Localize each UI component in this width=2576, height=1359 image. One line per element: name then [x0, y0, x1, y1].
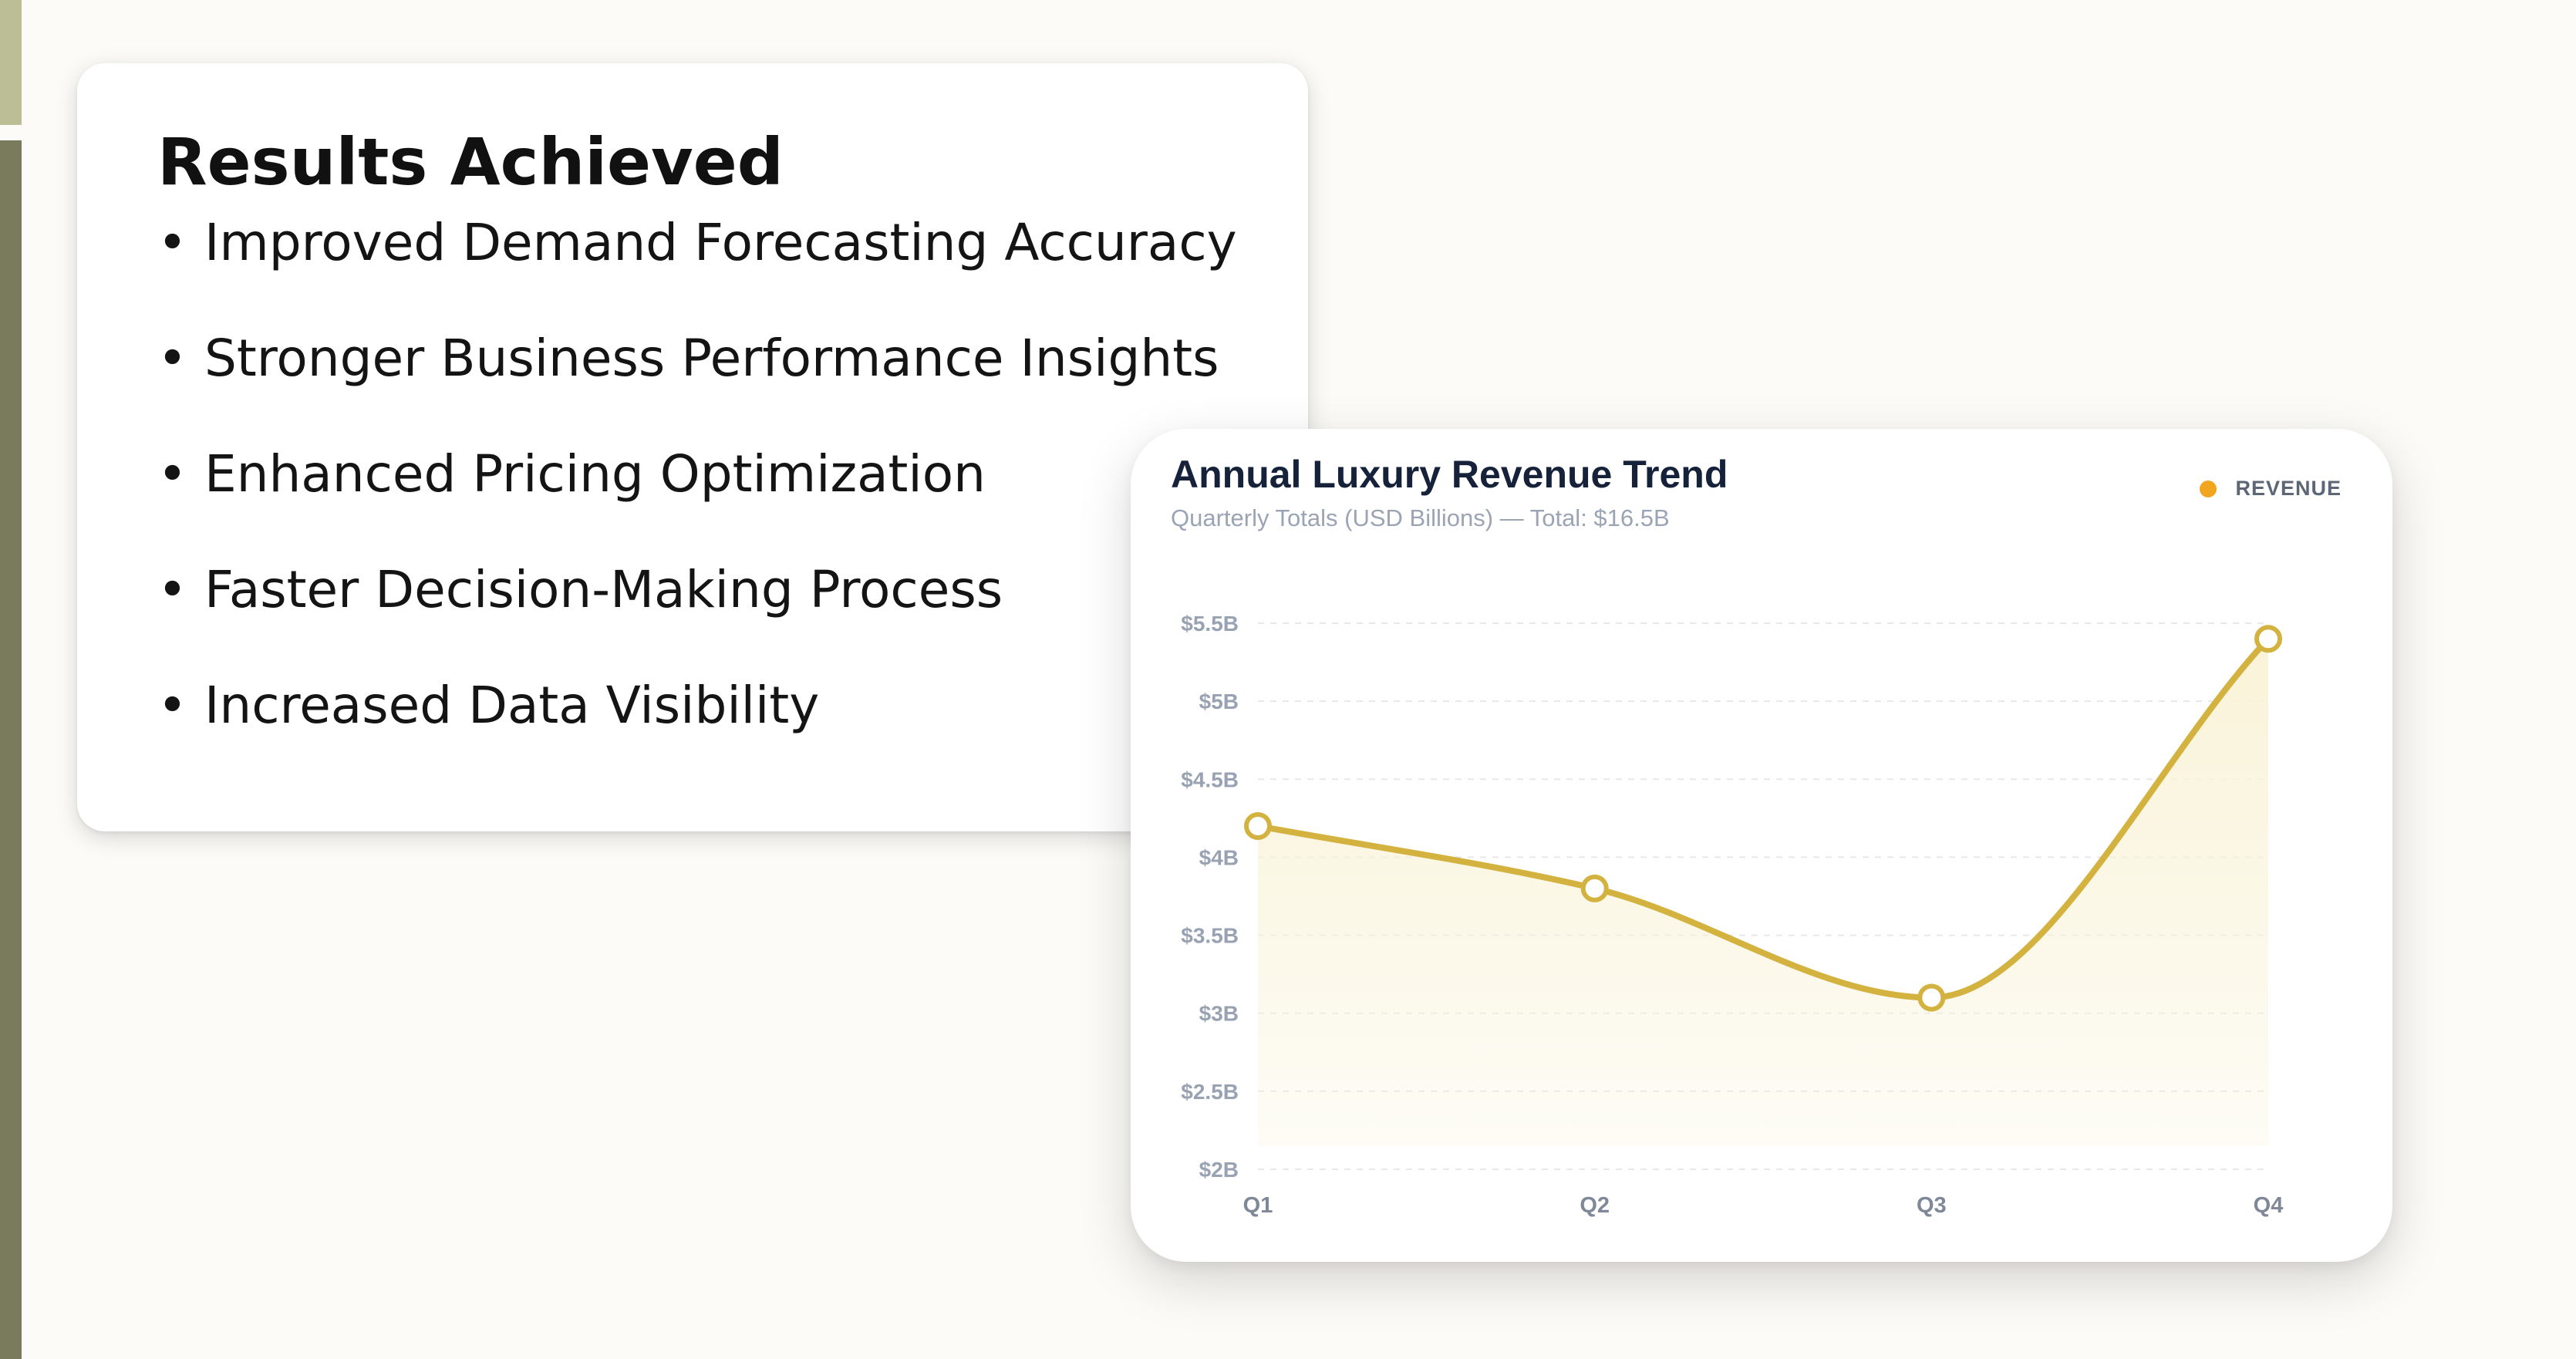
legend-dot-icon [2200, 480, 2217, 497]
data-point [2254, 625, 2282, 653]
y-tick-label: $5B [1199, 690, 1239, 713]
legend-label: REVENUE [2235, 477, 2342, 500]
list-item: • Stronger Business Performance Insights [157, 332, 1308, 447]
chart-subtitle: Quarterly Totals (USD Billions) — Total:… [1171, 504, 1670, 531]
x-tick-label: Q1 [1243, 1193, 1273, 1218]
list-item: • Faster Decision-Making Process [157, 563, 1308, 679]
x-tick-label: Q4 [2254, 1193, 2284, 1218]
y-tick-label: $4B [1199, 845, 1239, 869]
bullet-glyph: • [157, 560, 187, 620]
list-item: • Increased Data Visibility [157, 679, 1308, 794]
y-tick-label: $4.5B [1181, 767, 1239, 791]
accent-top-strip [0, 0, 22, 125]
data-point [1580, 874, 1609, 902]
x-tick-label: Q3 [1917, 1193, 1947, 1218]
revenue-line-chart: $2B $2.5B $3B $3.5B $4B $4.5B $5B $5.5B Q1 Q2 Q3 Q4 [1181, 612, 2284, 1218]
accent-side-bar [0, 140, 22, 1359]
bullet-glyph: • [157, 676, 187, 736]
results-title: Results Achieved [157, 124, 784, 200]
x-tick-label: Q2 [1580, 1193, 1610, 1218]
result-item-label: Improved Demand Forecasting Accuracy [204, 213, 1237, 273]
result-item-label: Enhanced Pricing Optimization [204, 444, 986, 504]
series-line-revenue [1255, 636, 2271, 1001]
result-item-label: Increased Data Visibility [204, 676, 820, 736]
results-list: • Improved Demand Forecasting Accuracy • S… [157, 216, 1308, 794]
chart-title: Annual Luxury Revenue Trend [1171, 453, 1728, 496]
y-tick-label: $3B [1199, 1002, 1239, 1026]
y-tick-label: $2.5B [1181, 1080, 1239, 1104]
y-tick-label: $2B [1199, 1158, 1239, 1182]
bullet-glyph: • [157, 444, 187, 504]
y-tick-label: $5.5B [1181, 612, 1239, 636]
chart-legend: REVENUE [2200, 477, 2342, 501]
series-area [1258, 639, 2268, 1146]
result-item-label: Stronger Business Performance Insights [204, 329, 1219, 389]
bullet-glyph: • [157, 329, 187, 389]
result-item-label: Faster Decision-Making Process [204, 560, 1003, 620]
list-item: • Improved Demand Forecasting Accuracy [157, 216, 1308, 332]
data-point [1244, 811, 1272, 840]
results-card: Results Achieved • Improved Demand Foreca… [77, 63, 1308, 831]
list-item: • Enhanced Pricing Optimization [157, 447, 1308, 563]
y-tick-label: $3.5B [1181, 924, 1239, 948]
bullet-glyph: • [157, 213, 187, 273]
data-point [1917, 983, 1946, 1012]
chart-card: Annual Luxury Revenue Trend Quarterly To… [1131, 429, 2392, 1262]
